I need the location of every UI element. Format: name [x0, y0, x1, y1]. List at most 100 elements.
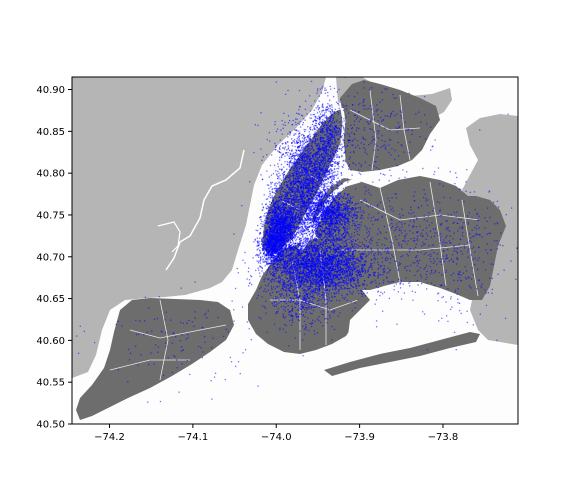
scatter-point	[291, 220, 293, 222]
scatter-point	[288, 249, 290, 251]
scatter-point	[307, 145, 309, 147]
scatter-point	[292, 188, 294, 190]
scatter-point	[283, 244, 285, 246]
scatter-point	[291, 240, 294, 242]
scatter-point	[283, 226, 285, 229]
scatter-point	[271, 225, 273, 227]
scatter-point	[292, 218, 294, 221]
scatter-point	[286, 190, 288, 192]
scatter-point	[326, 176, 328, 179]
scatter-point	[284, 218, 287, 220]
scatter-point	[276, 228, 278, 230]
scatter-point	[301, 150, 303, 152]
scatter-point	[279, 148, 281, 150]
scatter-point	[261, 267, 263, 270]
scatter-point	[293, 172, 295, 174]
scatter-point	[308, 166, 310, 169]
scatter-point	[276, 219, 278, 221]
scatter-point	[314, 187, 317, 189]
scatter-point	[286, 168, 288, 170]
scatter-point	[323, 154, 325, 156]
scatter-point	[299, 167, 301, 170]
scatter-point	[265, 251, 268, 253]
scatter-point	[295, 112, 298, 114]
scatter-point	[296, 162, 298, 164]
scatter-point	[280, 206, 282, 209]
scatter-point	[266, 208, 268, 210]
scatter-point	[313, 227, 315, 229]
scatter-point	[294, 121, 297, 123]
scatter-point	[278, 147, 281, 149]
scatter-point	[280, 152, 282, 154]
scatter-point	[271, 197, 273, 199]
scatter-point	[281, 224, 283, 226]
scatter-point	[257, 240, 259, 242]
scatter-point	[275, 260, 277, 262]
scatter-point	[333, 174, 336, 176]
scatter-point	[292, 207, 294, 209]
scatter-point	[294, 189, 296, 191]
scatter-point	[288, 223, 291, 225]
scatter-point	[316, 169, 318, 171]
scatter-point	[283, 230, 285, 233]
scatter-point	[314, 141, 316, 143]
scatter-point	[281, 226, 283, 229]
scatter-point	[304, 182, 306, 184]
scatter-point	[272, 234, 274, 236]
scatter-point	[271, 240, 273, 243]
scatter-point	[285, 185, 287, 187]
scatter-point	[285, 143, 287, 145]
scatter-point	[335, 187, 337, 189]
scatter-point	[254, 238, 256, 240]
scatter-point	[346, 209, 348, 211]
scatter-point	[289, 240, 291, 243]
scatter-point	[302, 134, 304, 136]
scatter-point	[272, 220, 274, 222]
scatter-point	[278, 199, 280, 201]
scatter-point	[301, 147, 303, 149]
scatter-point	[309, 181, 311, 183]
scatter-point	[303, 166, 305, 168]
scatter-point	[300, 156, 303, 158]
scatter-point	[289, 134, 291, 136]
scatter-point	[301, 156, 304, 159]
scatter-point	[311, 183, 313, 185]
scatter-point	[311, 165, 313, 167]
scatter-point	[305, 146, 307, 148]
scatter-point	[315, 230, 317, 232]
scatter-point	[325, 179, 327, 181]
scatter-point	[277, 219, 279, 221]
scatter-point	[319, 169, 322, 172]
scatter-point	[294, 129, 296, 131]
scatter-point	[308, 188, 310, 190]
scatter-point	[269, 231, 271, 233]
scatter-point	[270, 246, 272, 248]
scatter-point	[291, 217, 293, 219]
scatter-point	[264, 248, 266, 250]
scatter-point	[287, 175, 289, 177]
scatter-point	[285, 209, 288, 212]
scatter-point	[268, 196, 270, 198]
scatter-point	[298, 165, 300, 168]
scatter-point	[270, 183, 272, 185]
scatter-point	[284, 178, 286, 180]
scatter-point	[269, 203, 271, 206]
scatter-point	[341, 166, 343, 168]
scatter-point	[270, 174, 272, 176]
scatter-point	[294, 152, 296, 154]
scatter-point	[283, 224, 286, 227]
scatter-point	[310, 218, 312, 220]
scatter-point	[273, 210, 276, 212]
scatter-point	[308, 188, 310, 190]
scatter-point	[305, 190, 308, 192]
scatter-point	[290, 248, 292, 250]
scatter-point	[298, 177, 301, 179]
scatter-point	[296, 178, 299, 181]
scatter-point	[304, 150, 307, 152]
scatter-point	[291, 158, 294, 160]
scatter-point	[271, 256, 273, 259]
scatter-point	[299, 237, 301, 239]
scatter-point	[280, 183, 282, 185]
scatter-point	[275, 249, 277, 252]
scatter-point	[277, 277, 279, 279]
